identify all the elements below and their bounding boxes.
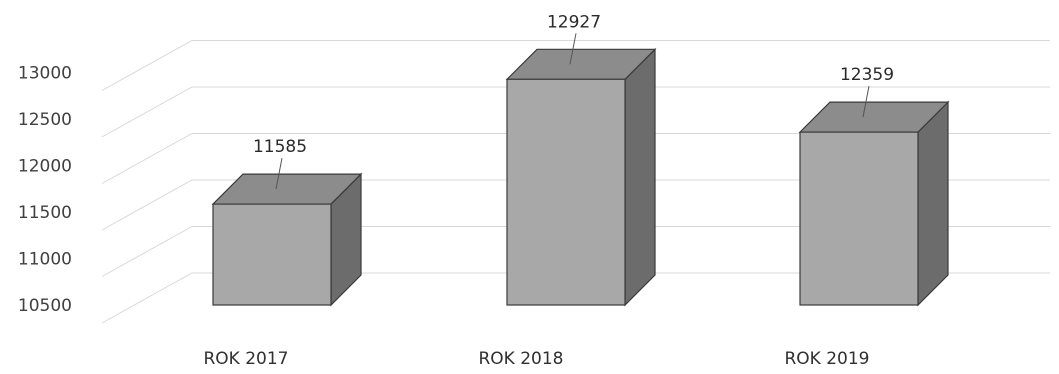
x-category-label: ROK 2017 [203, 349, 288, 369]
y-tick-label: 11500 [18, 203, 72, 223]
data-label: 12927 [547, 12, 601, 32]
data-label-leader [569, 33, 577, 65]
bar [505, 47, 657, 307]
data-label-leader [275, 157, 283, 190]
y-tick-label: 13000 [18, 64, 72, 84]
gridline [101, 272, 1050, 324]
data-label: 12359 [840, 65, 894, 85]
y-tick-label: 10500 [18, 296, 72, 316]
data-labels: 11585 12927 12359 [253, 12, 894, 190]
gridline [101, 179, 1050, 231]
bar-front-face [212, 203, 332, 306]
bar-front-face [506, 78, 626, 306]
bar [798, 100, 950, 307]
x-axis-categories: ROK 2017 ROK 2018 ROK 2019 [203, 349, 869, 369]
bars [211, 47, 950, 307]
data-label: 11585 [253, 137, 307, 157]
gridline [101, 133, 1050, 184]
y-axis-ticks: 10500 11000 11500 12000 12500 13000 [18, 64, 72, 317]
gridline [101, 226, 1050, 277]
y-tick-label: 12500 [18, 110, 72, 130]
y-tick-label: 11000 [18, 250, 72, 270]
grid-layer [101, 40, 1050, 324]
bar [211, 172, 363, 307]
x-category-label: ROK 2018 [478, 349, 563, 369]
x-category-label: ROK 2019 [784, 349, 869, 369]
bar-front-face [799, 131, 919, 306]
y-tick-label: 12000 [18, 157, 72, 177]
bar-side-face [624, 47, 656, 307]
data-label-leader [862, 86, 870, 118]
bar-side-face [917, 100, 949, 307]
gridline [101, 86, 1050, 138]
gridline [101, 40, 1050, 91]
